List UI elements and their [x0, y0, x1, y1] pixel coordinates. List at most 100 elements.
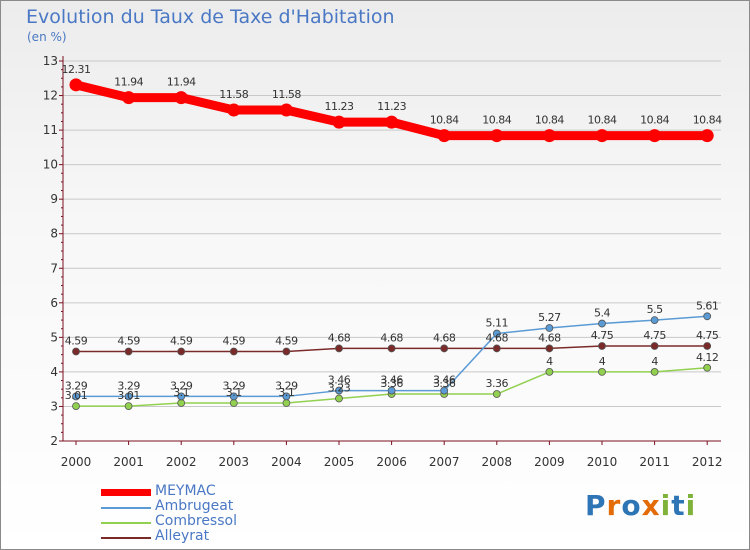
logo-letter: i	[685, 489, 697, 522]
data-point-alleyrat	[492, 344, 501, 353]
data-label-alleyrat: 4.68	[486, 331, 509, 344]
data-point-ambrugeat	[229, 392, 238, 401]
data-label-ambrugeat: 3.29	[275, 379, 298, 392]
data-point-combressol	[598, 368, 606, 376]
x-tick-label: 2000	[61, 455, 92, 469]
data-point-combressol	[72, 402, 80, 411]
data-point-meymac	[595, 129, 609, 143]
data-label-ambrugeat: 3.46	[380, 374, 403, 387]
data-point-meymac	[279, 103, 293, 117]
data-point-combressol	[703, 363, 712, 372]
data-label-meymac: 11.58	[219, 88, 248, 101]
chart-subtitle: (en %)	[27, 30, 67, 44]
data-label-alleyrat: 4.75	[591, 329, 614, 342]
data-label-meymac: 10.84	[588, 114, 617, 127]
data-point-ambrugeat	[124, 392, 133, 401]
data-label-alleyrat: 4.68	[433, 331, 456, 344]
x-tick-label: 2002	[166, 455, 197, 469]
legend-label-alleyrat: Alleyrat	[155, 528, 210, 544]
data-label-ambrugeat: 5.5	[647, 303, 663, 316]
data-point-meymac	[700, 129, 714, 143]
y-tick-label: 10	[43, 158, 58, 172]
data-point-meymac	[174, 91, 188, 105]
data-label-combressol: 3.36	[380, 377, 403, 390]
data-label-meymac: 10.84	[430, 114, 459, 127]
x-tick-label: 2011	[639, 455, 670, 469]
data-point-ambrugeat	[703, 312, 712, 321]
data-label-ambrugeat: 3.29	[223, 379, 246, 392]
data-point-alleyrat	[72, 347, 80, 356]
data-point-ambrugeat	[440, 386, 449, 395]
data-point-meymac	[69, 78, 83, 92]
y-tick-label: 9	[50, 192, 58, 206]
data-point-combressol	[177, 399, 186, 407]
y-tick-label: 8	[50, 227, 58, 241]
legend-swatch-meymac	[101, 489, 151, 496]
y-tick-label: 2	[50, 434, 58, 448]
data-label-alleyrat: 4.59	[275, 335, 298, 348]
chart-title: Evolution du Taux de Taxe d'Habitation	[26, 6, 395, 28]
legend-swatch-ambrugeat	[101, 507, 151, 509]
data-point-alleyrat	[124, 347, 133, 356]
data-point-meymac	[490, 129, 504, 143]
data-label-meymac: 10.84	[640, 114, 669, 127]
x-tick-label: 2004	[271, 455, 302, 469]
data-point-ambrugeat	[387, 386, 396, 395]
data-point-alleyrat	[703, 342, 712, 350]
data-point-meymac	[227, 103, 241, 117]
data-label-alleyrat: 4.75	[643, 329, 666, 342]
x-tick-label: 2007	[429, 455, 460, 469]
data-point-alleyrat	[177, 347, 186, 356]
data-label-meymac: 11.94	[167, 76, 196, 89]
data-point-ambrugeat	[598, 319, 606, 328]
logo-letter: x	[641, 489, 661, 522]
y-tick-label: 5	[50, 330, 58, 344]
data-point-meymac	[122, 91, 136, 105]
data-label-ambrugeat: 3.46	[433, 374, 456, 387]
data-label-alleyrat: 4.68	[328, 331, 351, 344]
data-point-alleyrat	[335, 344, 343, 353]
y-tick-label: 11	[43, 123, 58, 137]
logo-letter: i	[660, 489, 672, 522]
data-point-ambrugeat	[545, 324, 554, 332]
logo-letter: o	[621, 489, 642, 522]
data-label-ambrugeat: 3.29	[117, 379, 140, 392]
data-point-alleyrat	[650, 342, 659, 350]
x-tick-label: 2003	[219, 455, 250, 469]
data-point-alleyrat	[229, 347, 238, 356]
logo-letter: P	[585, 489, 607, 522]
logo-letter: t	[671, 489, 686, 522]
data-point-alleyrat	[440, 344, 449, 353]
data-label-alleyrat: 4.68	[380, 331, 403, 344]
data-label-meymac: 11.23	[325, 100, 354, 113]
x-tick-label: 2012	[692, 455, 723, 469]
data-label-alleyrat: 4.59	[223, 335, 246, 348]
data-label-meymac: 10.84	[482, 114, 511, 127]
legend-swatch-combressol	[101, 522, 151, 524]
data-label-ambrugeat: 3.29	[170, 379, 193, 392]
data-label-meymac: 10.84	[535, 114, 564, 127]
data-point-alleyrat	[387, 344, 396, 353]
data-label-combressol: 4.12	[696, 351, 719, 364]
data-label-meymac: 10.84	[693, 114, 722, 127]
y-tick-label: 4	[50, 365, 58, 379]
legend-label-ambrugeat: Ambrugeat	[155, 498, 234, 514]
data-label-combressol: 3.1	[278, 386, 294, 399]
logo-letter: r	[606, 489, 622, 522]
data-label-meymac: 11.58	[272, 88, 301, 101]
y-tick-label: 3	[50, 399, 58, 413]
data-point-combressol	[650, 368, 659, 376]
data-point-combressol	[229, 399, 238, 407]
data-point-ambrugeat	[335, 386, 343, 395]
data-label-combressol: 3.01	[117, 389, 140, 402]
legend-label-combressol: Combressol	[155, 513, 237, 529]
x-tick-label: 2010	[587, 455, 618, 469]
data-label-combressol: 3.1	[173, 386, 189, 399]
data-label-ambrugeat: 3.46	[328, 374, 351, 387]
data-label-meymac: 12.31	[62, 63, 91, 76]
data-point-meymac	[437, 129, 451, 143]
data-label-ambrugeat: 3.29	[65, 379, 88, 392]
legend-swatch-alleyrat	[101, 537, 151, 539]
data-label-ambrugeat: 5.4	[594, 307, 610, 320]
